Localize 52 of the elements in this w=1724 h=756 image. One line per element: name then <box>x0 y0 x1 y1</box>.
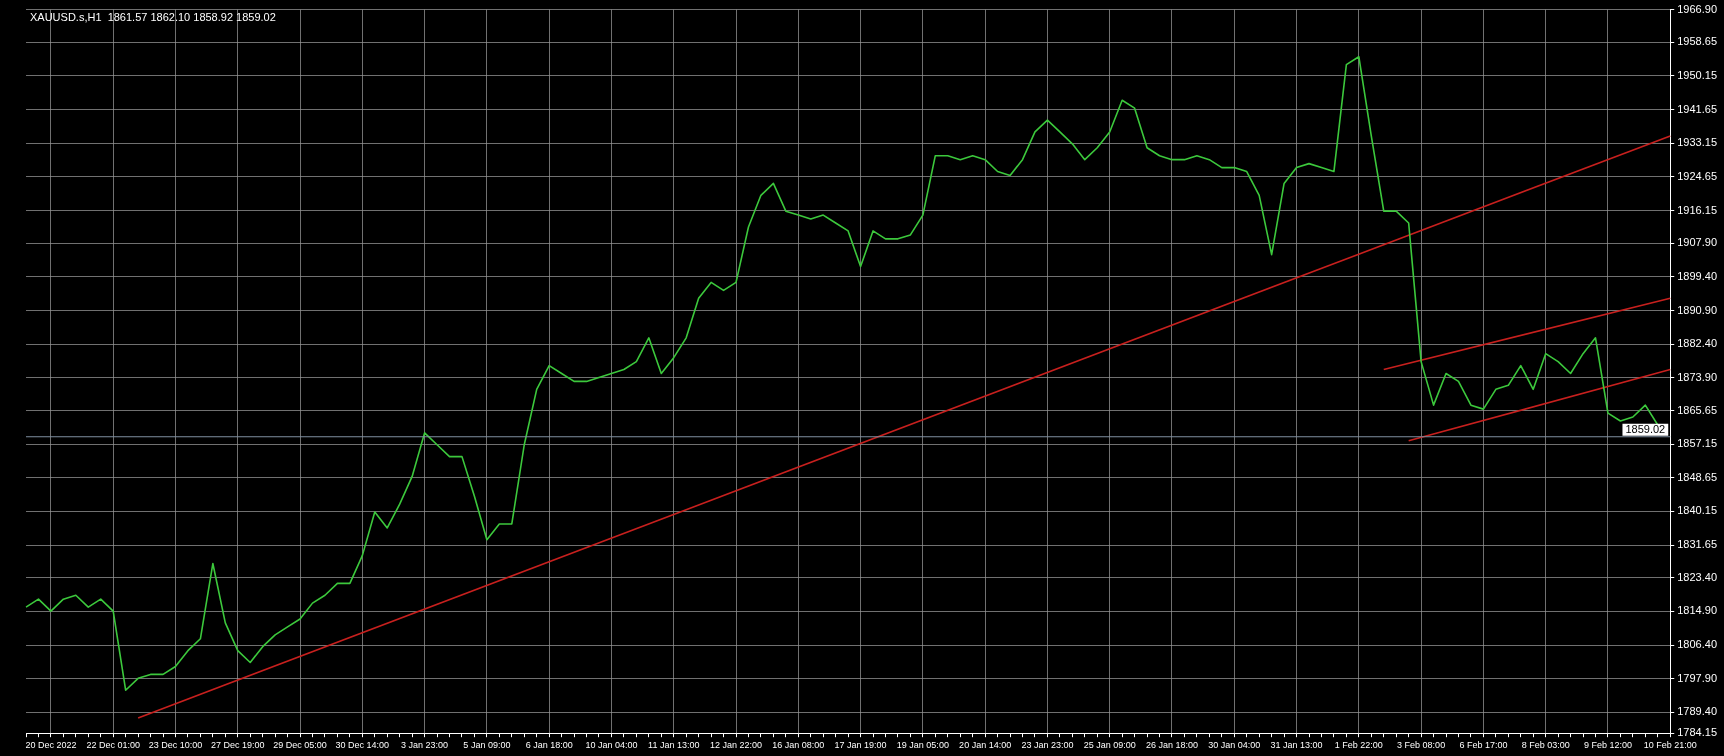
x-tick-label: 12 Jan 22:00 <box>709 740 763 751</box>
y-tick-label: 1907.90 <box>1677 236 1717 249</box>
x-tick-label: 6 Jan 18:00 <box>525 740 573 751</box>
y-tick-label: 1966.90 <box>1677 2 1717 15</box>
x-tick-label: 20 Dec 2022 <box>25 740 77 751</box>
y-tick-label: 1950.15 <box>1677 68 1717 81</box>
y-tick-label: 1933.15 <box>1677 136 1717 149</box>
y-tick-label: 1814.90 <box>1677 604 1717 617</box>
x-tick-label: 5 Jan 09:00 <box>463 740 511 751</box>
y-tick-label: 1831.65 <box>1677 538 1717 551</box>
y-tick-label: 1941.65 <box>1677 102 1717 115</box>
y-tick-label: 1899.40 <box>1677 269 1717 282</box>
x-tick-label: 30 Dec 14:00 <box>335 740 390 751</box>
x-tick-label: 29 Dec 05:00 <box>273 740 327 751</box>
x-tick-label: 25 Jan 09:00 <box>1083 740 1136 751</box>
x-tick-label: 30 Jan 04:00 <box>1208 740 1261 751</box>
x-tick-label: 17 Jan 19:00 <box>834 740 887 751</box>
x-tick-label: 8 Feb 03:00 <box>1521 740 1570 751</box>
ref-line-label: 1859.02 <box>1625 422 1666 435</box>
x-tick-label: 26 Jan 18:00 <box>1145 740 1199 751</box>
x-tick-label: 27 Dec 19:00 <box>210 740 265 751</box>
x-tick-label: 20 Jan 14:00 <box>959 740 1012 751</box>
chart-title: XAUUSD.s,H1 1861.57 1862.10 1858.92 1859.02 <box>30 11 276 24</box>
y-tick-label: 1890.90 <box>1677 303 1717 316</box>
y-tick-label: 1857.15 <box>1677 437 1717 450</box>
y-tick-label: 1924.65 <box>1677 169 1717 182</box>
y-tick-label: 1823.40 <box>1677 570 1717 583</box>
y-tick-label: 1784.15 <box>1677 726 1717 739</box>
x-tick-label: 16 Jan 08:00 <box>772 740 825 751</box>
y-tick-label: 1840.15 <box>1677 504 1717 517</box>
x-tick-label: 11 Jan 13:00 <box>648 740 700 751</box>
x-tick-label: 22 Dec 01:00 <box>86 740 140 751</box>
x-tick-label: 10 Jan 04:00 <box>585 740 638 751</box>
x-tick-label: 31 Jan 13:00 <box>1270 740 1323 751</box>
y-tick-label: 1916.15 <box>1677 203 1717 216</box>
y-tick-label: 1797.90 <box>1677 671 1717 684</box>
x-tick-label: 6 Feb 17:00 <box>1459 740 1508 751</box>
y-tick-label: 1789.40 <box>1677 705 1717 718</box>
y-tick-label: 1865.65 <box>1677 403 1717 416</box>
x-tick-label: 3 Jan 23:00 <box>401 740 449 751</box>
y-tick-label: 1882.40 <box>1677 337 1717 350</box>
x-tick-label: 10 Feb 21:00 <box>1643 740 1697 751</box>
y-tick-label: 1806.40 <box>1677 638 1717 651</box>
y-tick-label: 1873.90 <box>1677 370 1717 383</box>
x-tick-label: 9 Feb 12:00 <box>1583 740 1632 751</box>
x-tick-label: 23 Dec 10:00 <box>148 740 203 751</box>
y-tick-label: 1958.65 <box>1677 35 1717 48</box>
x-tick-label: 3 Feb 08:00 <box>1397 740 1446 751</box>
y-tick-label: 1848.65 <box>1677 470 1717 483</box>
x-tick-label: 23 Jan 23:00 <box>1021 740 1074 751</box>
x-tick-label: 19 Jan 05:00 <box>896 740 949 751</box>
x-tick-label: 1 Feb 22:00 <box>1334 740 1383 751</box>
